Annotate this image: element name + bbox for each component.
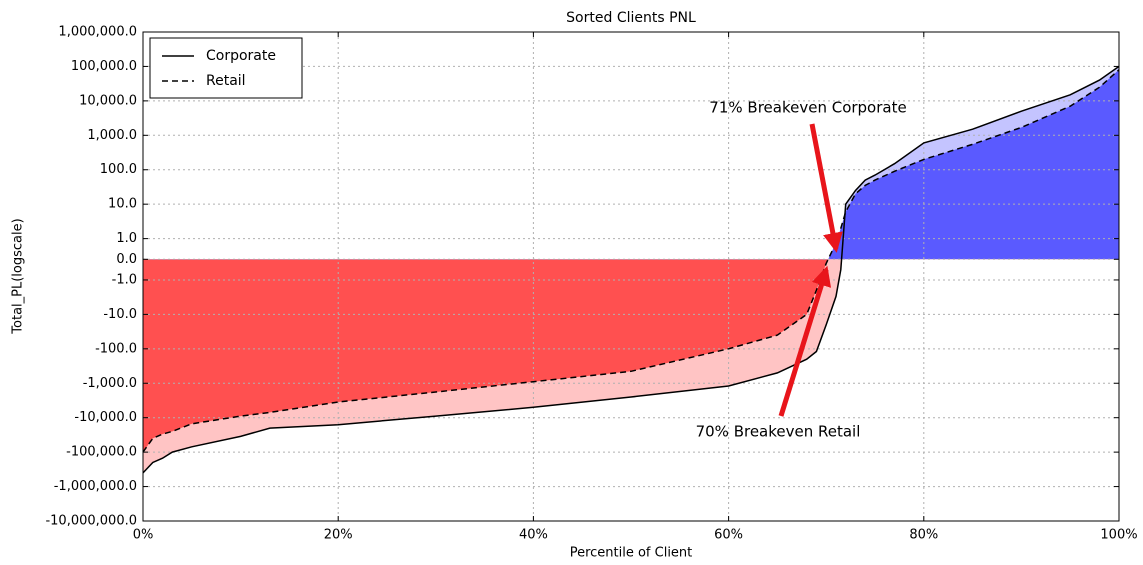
y-axis-label: Total_PL(logscale) [11, 218, 26, 334]
x-axis-label: Percentile of Client [570, 546, 693, 561]
y-tick-label: -10,000,000.0 [45, 514, 137, 529]
y-tick-label: -1,000.0 [83, 376, 137, 391]
y-tick-label: 0.0 [116, 252, 137, 267]
y-tick-label: -100.0 [95, 341, 137, 356]
fills [143, 66, 1119, 473]
annotation-arrow [778, 265, 832, 417]
annotation-text: 70% Breakeven Retail [696, 423, 861, 441]
y-tick-label: -10.0 [103, 307, 137, 322]
y-tick-label: 1,000.0 [87, 128, 137, 143]
area-negative [143, 259, 1119, 453]
plot-frame [142, 31, 1120, 522]
y-tick-label: 1.0 [116, 231, 137, 246]
x-tick-label: 100% [1100, 528, 1137, 543]
y-tick-label: -100,000.0 [66, 445, 137, 460]
annotation-text: 71% Breakeven Corporate [709, 99, 906, 117]
legend-label: Corporate [206, 48, 276, 64]
y-tick-label: 100.0 [100, 162, 137, 177]
legend-label: Retail [206, 73, 246, 89]
y-tick-label: 1,000,000.0 [58, 25, 137, 40]
x-tick-label: 80% [909, 528, 938, 543]
x-tick-label: 20% [324, 528, 353, 543]
y-tick-label: 10,000.0 [79, 93, 137, 108]
series-line [142, 69, 1120, 453]
y-tick-label: 10.0 [108, 197, 137, 212]
x-tick-label: 60% [714, 528, 743, 543]
annotation-arrow [809, 123, 843, 253]
x-tick-label: 40% [519, 528, 548, 543]
x-tick-label: 0% [133, 528, 154, 543]
y-tick-label: -1,000,000.0 [54, 479, 137, 494]
chart-title: Sorted Clients PNL [566, 10, 696, 26]
series-line [142, 65, 1120, 474]
y-tick-label: -10,000.0 [74, 410, 137, 425]
plot: -10,000,000.0 -1,000,000.0 -100,000.0 -10,0… [45, 25, 1137, 543]
y-tick-label: -1.0 [112, 272, 137, 287]
y-tick-label: 100,000.0 [71, 59, 137, 74]
legend-box [149, 37, 303, 99]
